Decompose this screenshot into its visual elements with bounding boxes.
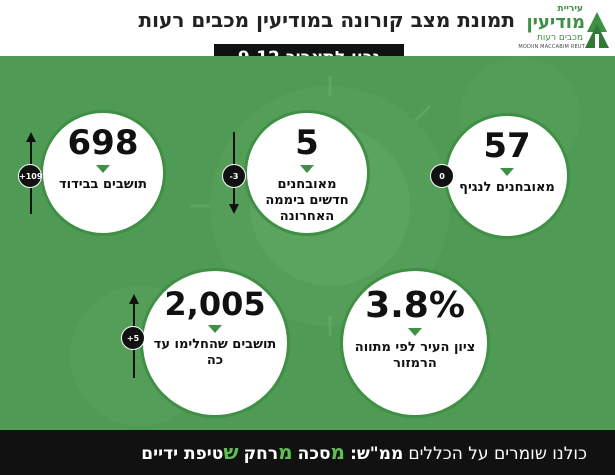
stat-value: 5 (295, 123, 319, 163)
stat-label: ציון העיר לפי מתווה הרמזור (354, 340, 476, 371)
footer-lead: כולנו שומרים על הכללים (408, 444, 587, 464)
rule-mask-letter: מ (330, 440, 345, 464)
triangle-down-icon (500, 168, 514, 176)
triangle-down-icon (208, 325, 222, 333)
stat-city-score: 3.8% ציון העיר לפי מתווה הרמזור (340, 268, 490, 418)
rule-handwash-letter: ש (223, 440, 239, 464)
triangle-down-icon (96, 165, 110, 173)
rule-distance-letter: מ (278, 440, 293, 464)
stat-infected: 57 מאובחנים לנגיף (444, 113, 570, 239)
delta-badge: +109 (18, 164, 42, 188)
page-title: תמונת מצב קורונה במודיעין מכבים רעות (138, 8, 515, 32)
logo-main-text: מודיעין (526, 12, 585, 33)
triangle-down-icon (300, 165, 314, 173)
delta-badge: +5 (121, 326, 145, 350)
logo-english-text: MODIIN MACCABIM REUT (518, 44, 585, 50)
triangle-down-icon (408, 328, 422, 336)
stat-label: מאובחנים לנגיף (459, 180, 555, 195)
rule-handwash-rest: טיפת ידיים (141, 444, 224, 464)
stat-label: תושבים שהחלימו עד כה (153, 337, 277, 368)
stat-recovered: 2,005 תושבים שהחלימו עד כה (140, 268, 290, 418)
stat-new-cases: 5 מאובחנים חדשים ביממה האחרונה (244, 110, 370, 236)
city-logo: עיריית מודיעין מכבים רעות MODIIN MACCABI… (517, 4, 609, 52)
stat-isolation: 698 תושבים בבידוד (40, 110, 166, 236)
logo-emblem-icon (585, 12, 609, 48)
stat-value: 2,005 (164, 285, 266, 323)
stat-value: 57 (483, 126, 531, 166)
rule-distance-rest: רחק (243, 444, 279, 464)
stat-label: תושבים בבידוד (59, 177, 147, 192)
stat-value: 3.8% (365, 285, 465, 326)
delta-badge: 0 (430, 164, 454, 188)
delta-badge: -3 (222, 164, 246, 188)
stat-value: 698 (67, 123, 139, 163)
logo-small-text: עיריית (557, 4, 583, 14)
logo-sub-text: מכבים רעות (536, 33, 583, 43)
footer-rules-banner: כולנו שומרים על הכללים ממ"ש: מסכה מרחק ש… (0, 430, 615, 475)
footer-rules-prefix: ממ"ש: (350, 444, 404, 464)
rule-mask-rest: סכה (297, 444, 331, 464)
stat-label: מאובחנים חדשים ביממה האחרונה (265, 177, 349, 224)
